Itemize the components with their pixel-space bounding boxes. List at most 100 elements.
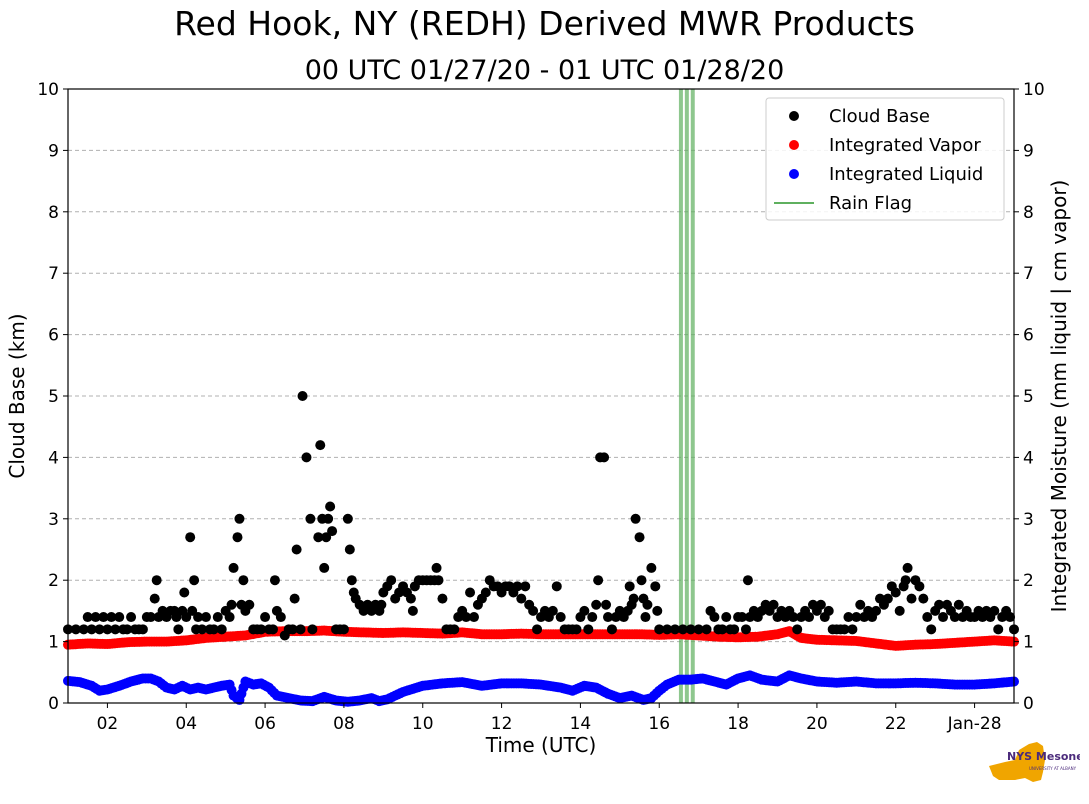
cloud-base-point xyxy=(151,575,162,586)
y-tick-label-right: 4 xyxy=(1023,448,1034,468)
x-tick-label: 12 xyxy=(491,714,513,734)
cloud-base-point xyxy=(301,452,312,463)
cloud-base-point xyxy=(173,624,184,635)
cloud-base-point xyxy=(305,513,316,524)
cloud-base-point xyxy=(126,612,137,623)
cloud-base-point xyxy=(106,612,117,623)
cloud-base-point xyxy=(338,624,349,635)
cloud-base-point xyxy=(902,562,913,573)
y-tick-label-right: 8 xyxy=(1023,203,1034,223)
y-tick-label-right: 3 xyxy=(1023,510,1034,530)
cloud-base-point xyxy=(325,501,336,512)
cloud-base-point xyxy=(291,544,302,555)
cloud-base-point xyxy=(70,624,81,635)
cloud-base-point xyxy=(449,624,460,635)
cloud-base-point xyxy=(405,593,416,604)
y-tick-label: 10 xyxy=(37,80,59,100)
cloud-base-point xyxy=(269,575,280,586)
cloud-base-point xyxy=(555,612,566,623)
cloud-base-point xyxy=(407,605,418,616)
cloud-base-point xyxy=(804,612,815,623)
cloud-base-point xyxy=(900,575,911,586)
cloud-base-point xyxy=(606,624,617,635)
legend-box xyxy=(765,97,1005,221)
cloud-base-point xyxy=(882,593,893,604)
chart-subtitle: 00 UTC 01/27/20 - 01 UTC 01/28/20 xyxy=(304,55,785,86)
cloud-base-point xyxy=(94,624,105,635)
cloud-base-point xyxy=(437,593,448,604)
y-tick-label: 0 xyxy=(48,694,59,714)
cloud-base-point xyxy=(630,513,641,524)
x-axis-ticks: 02 04 06 08 10 12 14 16 18 20 22 Jan-28 xyxy=(97,703,1002,734)
rain-flag-lines xyxy=(678,89,695,703)
y-tick-label-right: 1 xyxy=(1023,633,1034,653)
cloud-base-point xyxy=(179,587,190,598)
y-tick-label-right: 10 xyxy=(1023,80,1045,100)
cloud-base-point xyxy=(238,575,249,586)
integrated-liquid-series xyxy=(63,670,1019,707)
cloud-base-point xyxy=(934,599,945,610)
cloud-base-point xyxy=(847,624,858,635)
cloud-base-point xyxy=(571,624,582,635)
cloud-base-point xyxy=(232,532,243,543)
cloud-base-point xyxy=(894,605,905,616)
legend-marker-swatch xyxy=(789,140,799,150)
cloud-base-point xyxy=(989,605,1000,616)
cloud-base-point xyxy=(768,599,779,610)
cloud-base-point xyxy=(628,593,639,604)
x-axis-label: Time (UTC) xyxy=(485,733,597,757)
y-axis-right-ticks: 0 1 2 3 4 5 6 7 8 9 10 xyxy=(1014,80,1045,714)
cloud-base-point xyxy=(640,612,651,623)
cloud-base-point xyxy=(212,612,223,623)
cloud-base-point xyxy=(839,624,850,635)
cloud-base-point xyxy=(226,599,237,610)
y-tick-label-right: 0 xyxy=(1023,694,1034,714)
y-tick-label-right: 6 xyxy=(1023,326,1034,346)
cloud-base-point xyxy=(342,513,353,524)
cloud-base-point xyxy=(650,581,661,592)
cloud-base-point xyxy=(624,581,635,592)
cloud-base-point xyxy=(461,612,472,623)
y-tick-label: 1 xyxy=(48,633,59,653)
cloud-base-point xyxy=(319,562,330,573)
legend-label: Integrated Vapor xyxy=(829,135,981,156)
cloud-base-point xyxy=(547,605,558,616)
cloud-base-point xyxy=(1005,612,1016,623)
cloud-base-point xyxy=(193,612,204,623)
y-tick-label: 4 xyxy=(48,448,59,468)
legend: Cloud Base Integrated Vapor Integrated Liq… xyxy=(765,97,1005,221)
cloud-base-point xyxy=(918,593,929,604)
x-tick-label: 08 xyxy=(333,714,355,734)
legend-label: Cloud Base xyxy=(829,106,930,127)
legend-marker-swatch xyxy=(789,111,799,121)
cloud-base-point xyxy=(346,575,357,586)
cloud-base-point xyxy=(102,624,113,635)
cloud-base-point xyxy=(792,624,803,635)
cloud-base-point xyxy=(953,599,964,610)
cloud-base-point xyxy=(110,624,121,635)
cloud-base-point xyxy=(855,599,866,610)
cloud-base-point xyxy=(82,612,93,623)
cloud-base-point xyxy=(926,624,937,635)
legend-marker-swatch xyxy=(789,169,799,179)
cloud-base-point xyxy=(642,599,653,610)
cloud-base-point xyxy=(295,624,306,635)
cloud-base-point xyxy=(636,575,647,586)
cloud-base-point xyxy=(189,575,200,586)
cloud-base-point xyxy=(938,612,949,623)
x-tick-label: 16 xyxy=(648,714,670,734)
y-tick-label: 6 xyxy=(48,326,59,346)
cloud-base-point xyxy=(256,624,267,635)
new-york-state-shape-icon xyxy=(989,742,1045,782)
cloud-base-point xyxy=(742,575,753,586)
cloud-base-point xyxy=(922,612,933,623)
cloud-base-point xyxy=(287,624,298,635)
cloud-base-point xyxy=(851,612,862,623)
cloud-base-point xyxy=(145,612,156,623)
y-tick-label: 5 xyxy=(48,387,59,407)
cloud-base-point xyxy=(200,612,211,623)
cloud-base-point xyxy=(520,581,531,592)
cloud-base-point xyxy=(788,612,799,623)
cloud-base-point xyxy=(289,593,300,604)
